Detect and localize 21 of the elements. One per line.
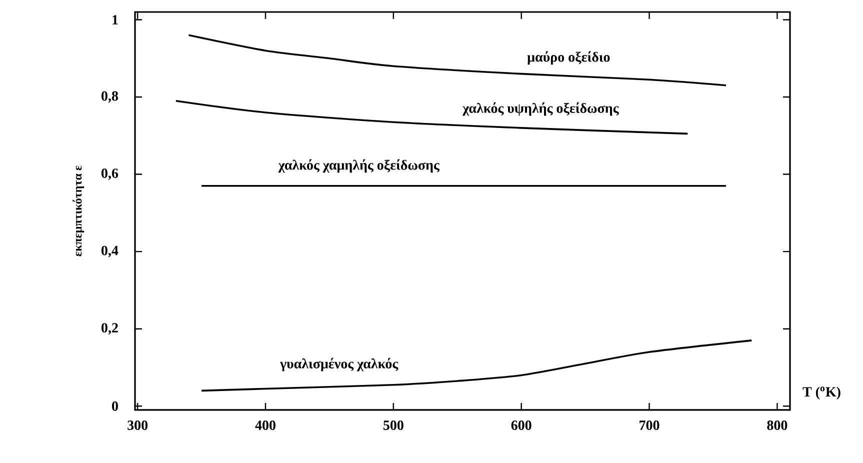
line-series bbox=[175, 100, 689, 135]
x-tick-label: 400 bbox=[255, 420, 276, 430]
y-tick-label: 0 bbox=[112, 401, 118, 411]
series-label: χαλκός χαμηλής οξείδωσης bbox=[278, 159, 440, 173]
x-tick-label: 800 bbox=[767, 420, 788, 430]
y-tick-label: 0,4 bbox=[102, 246, 118, 258]
x-tick-label: 500 bbox=[383, 420, 404, 430]
x-tick-label: 700 bbox=[640, 420, 660, 430]
y-tick-label: 1 bbox=[112, 15, 118, 24]
series-label: γυαλισμένος χαλκός bbox=[280, 358, 398, 372]
x-axis-title: T ($^{o}$K) bbox=[802, 386, 840, 400]
series-label: χαλκός υψηλής οξείδωσης bbox=[462, 102, 619, 116]
x-tick-label: 600 bbox=[511, 420, 532, 430]
line-series bbox=[188, 34, 727, 86]
y-tick-label: 0,2 bbox=[102, 323, 118, 335]
x-tick-label: 300 bbox=[128, 420, 148, 430]
y-tick-label: 0,8 bbox=[102, 91, 118, 103]
series-label: μαύρο οξείδιο bbox=[527, 51, 610, 65]
y-axis-title: εκπεμπτικότητα ε bbox=[72, 166, 84, 256]
y-tick-label: 0,6 bbox=[102, 168, 118, 180]
line-series bbox=[200, 340, 753, 392]
